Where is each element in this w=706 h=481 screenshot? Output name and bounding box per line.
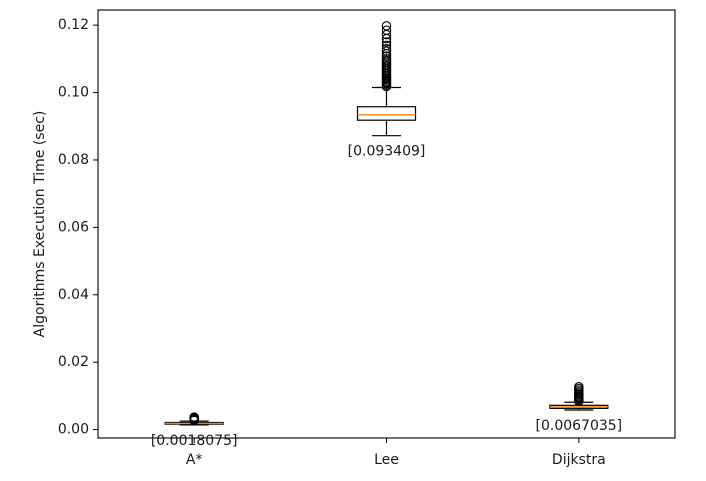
outlier-point [381, 25, 392, 35]
x-tick-label: Lee [374, 452, 399, 468]
median-value-label: [0.0018075] [151, 433, 238, 449]
y-tick-label: 0.08 [58, 152, 89, 168]
y-tick-label: 0.00 [58, 422, 89, 438]
outlier-point [189, 412, 199, 422]
boxes-layer: [0.0018075] [0.093409] [0.0067035] [151, 21, 623, 449]
x-tick-label: A* [186, 452, 203, 468]
y-tick-label: 0.02 [58, 354, 89, 370]
iqr-box [356, 106, 417, 121]
y-tick-label: 0.10 [58, 85, 89, 101]
y-tick-label: 0.06 [58, 219, 89, 235]
outlier-point [381, 54, 392, 64]
median-value-label: [0.0067035] [536, 418, 623, 434]
outlier-point [381, 51, 392, 61]
y-axis-title: Algorithms Execution Time (sec) [32, 111, 48, 338]
y-axis: 0.00 0.02 0.04 0.06 0.08 0.10 0.12 [58, 17, 98, 438]
y-tick-label: 0.12 [58, 17, 89, 33]
outlier-point [381, 46, 392, 56]
median-value-label: [0.093409] [348, 144, 426, 160]
outlier-point [381, 40, 392, 51]
box-dijkstra-group: [0.0067035] [536, 382, 623, 434]
x-axis: A* Lee Dijkstra [186, 438, 606, 468]
x-tick-label: Dijkstra [552, 452, 606, 468]
y-tick-label: 0.04 [58, 287, 89, 303]
box-a-group: [0.0018075] [151, 412, 238, 449]
box-lee-group: [0.093409] [348, 21, 426, 160]
outlier-point [574, 382, 584, 392]
outlier-point [381, 21, 392, 31]
outlier-point [381, 44, 392, 54]
outlier-point [381, 37, 392, 47]
